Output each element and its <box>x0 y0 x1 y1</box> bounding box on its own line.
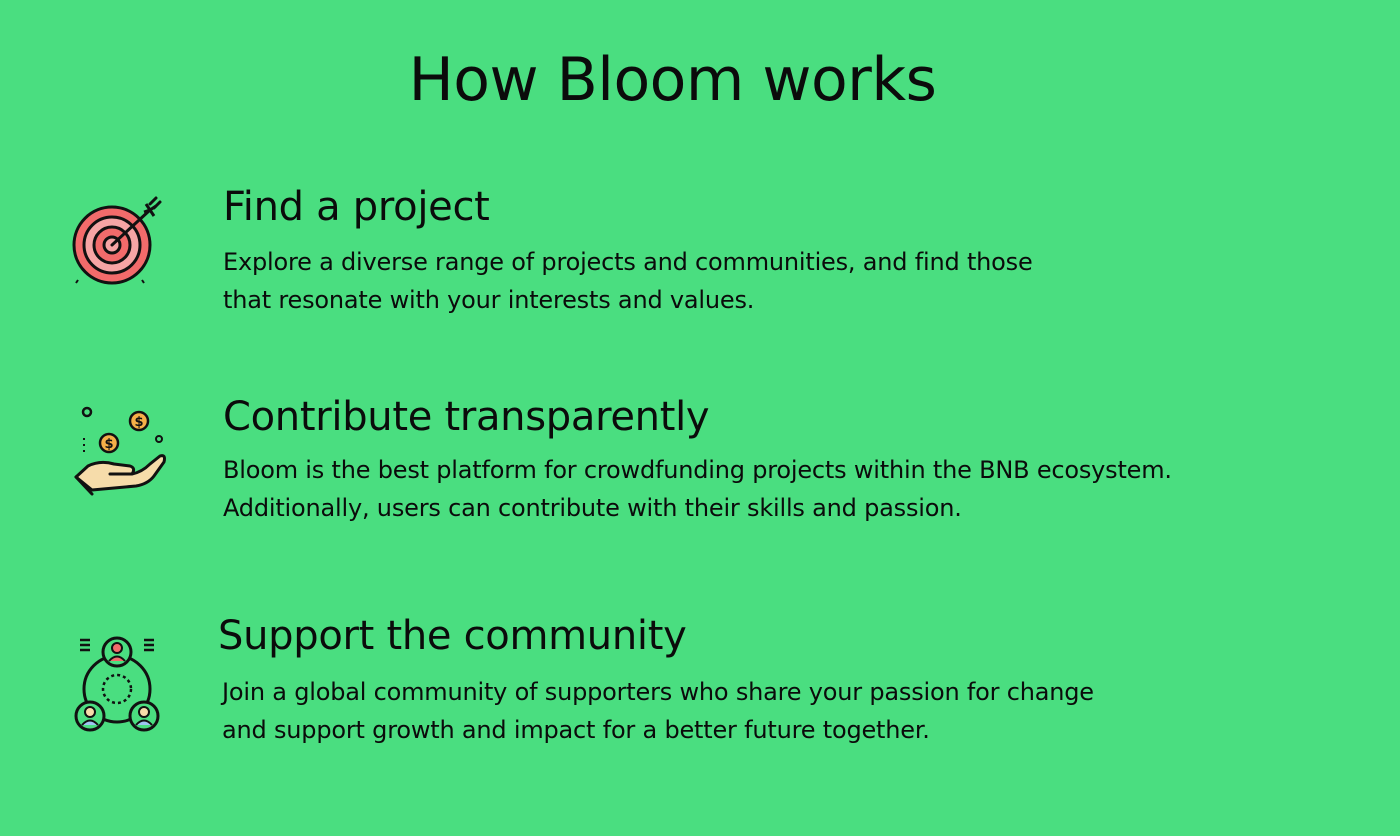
step-title: Find a project <box>223 184 490 230</box>
step-description-line: Explore a diverse range of projects and … <box>223 248 1033 276</box>
step-description-line: Bloom is the best platform for crowdfund… <box>223 456 1172 484</box>
step-description-line: that resonate with your interests and va… <box>223 286 755 314</box>
target-icon <box>70 194 170 294</box>
svg-text:$: $ <box>104 437 113 452</box>
step-description: Join a global community of supporters wh… <box>222 673 1094 749</box>
hand-coins-icon: $ $ <box>70 402 170 502</box>
step-description-line: and support growth and impact for a bett… <box>222 716 930 744</box>
step-description-line: Additionally, users can contribute with … <box>223 494 962 522</box>
step-description: Bloom is the best platform for crowdfund… <box>223 451 1172 527</box>
step-title: Contribute transparently <box>223 394 710 440</box>
community-icon <box>70 632 170 732</box>
step-description-line: Join a global community of supporters wh… <box>222 678 1094 706</box>
step-description: Explore a diverse range of projects and … <box>223 243 1033 319</box>
page-title: How Bloom works <box>408 45 937 115</box>
svg-text:$: $ <box>134 415 143 430</box>
step-title: Support the community <box>218 613 687 659</box>
